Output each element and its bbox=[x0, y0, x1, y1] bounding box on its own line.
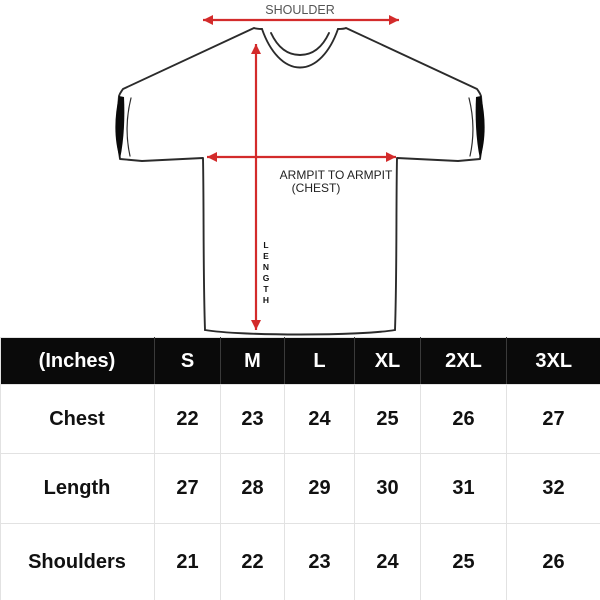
svg-text:ARMPIT TO ARMPIT: ARMPIT TO ARMPIT bbox=[280, 168, 393, 182]
svg-text:E: E bbox=[263, 251, 269, 261]
svg-text:H: H bbox=[263, 295, 269, 305]
svg-text:T: T bbox=[263, 284, 269, 294]
svg-text:L: L bbox=[263, 240, 268, 250]
svg-text:G: G bbox=[263, 273, 270, 283]
svg-text:SHOULDER: SHOULDER bbox=[265, 3, 334, 17]
svg-text:(CHEST): (CHEST) bbox=[292, 181, 341, 195]
svg-text:N: N bbox=[263, 262, 269, 272]
